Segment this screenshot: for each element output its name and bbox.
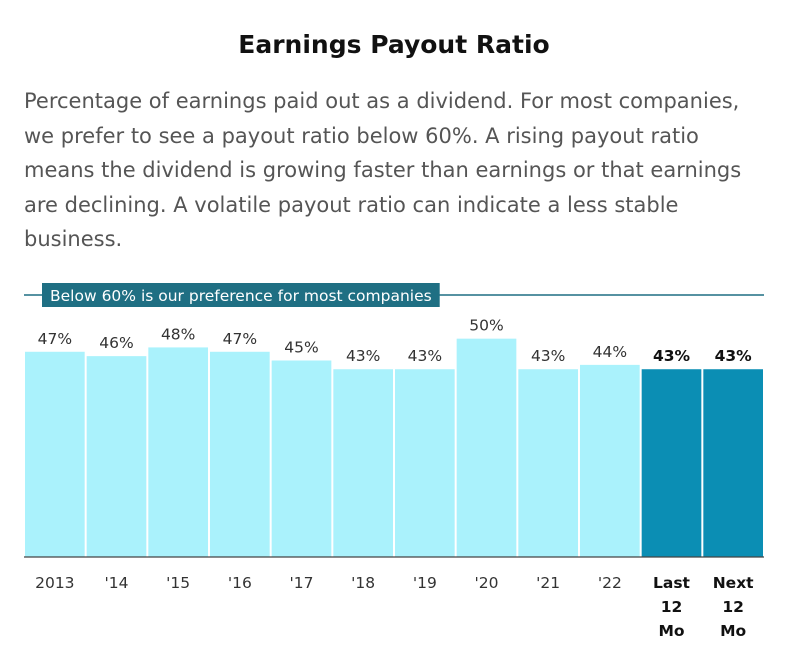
bars-group <box>25 338 763 557</box>
bar-value-label-8: 43% <box>531 347 565 365</box>
bar-value-label-2: 48% <box>161 325 195 343</box>
x-tick-label-8: '21 <box>536 574 560 592</box>
x-tick-label-0: 2013 <box>35 574 74 592</box>
bar-10 <box>641 369 702 557</box>
x-tick-label-6: '19 <box>413 574 437 592</box>
bar-0 <box>25 351 85 557</box>
value-labels-group: 47% 46% 48% 47% 45% 43% 43% 50% 43% 44% 43% 43% <box>38 317 753 366</box>
bar-value-label-0: 47% <box>38 330 72 348</box>
bar-value-label-10: 43% <box>653 347 691 365</box>
bar-value-label-9: 44% <box>593 343 627 361</box>
bar-value-label-4: 45% <box>284 339 318 357</box>
chart-title: Earnings Payout Ratio <box>238 30 550 59</box>
x-tick-group: 2013 '14 '15 '16 '17 '18 '19 '20 '21 '22 Last 12 Mo N… <box>35 574 754 640</box>
reference-banner <box>42 283 440 307</box>
bar-1 <box>86 356 147 557</box>
bar-6 <box>395 369 455 557</box>
x-tick-label-4: '17 <box>290 574 314 592</box>
x-tick-label-3: '16 <box>228 574 252 592</box>
bar-8 <box>518 369 578 557</box>
bar-4 <box>271 360 332 557</box>
reference-banner-label: Below 60% is our preference for most com… <box>50 287 432 305</box>
x-tick-label-11: Next 12 Mo <box>713 574 754 640</box>
x-tick-label-10: Last 12 Mo <box>653 574 691 640</box>
x-tick-label-1: '14 <box>105 574 129 592</box>
x-tick-label-7: '20 <box>475 574 499 592</box>
bar-value-label-3: 47% <box>223 330 257 348</box>
bar-value-label-5: 43% <box>346 347 380 365</box>
x-tick-label-5: '18 <box>351 574 375 592</box>
bar-7 <box>456 338 517 557</box>
bar-value-label-11: 43% <box>715 347 753 365</box>
bar-value-label-7: 50% <box>469 317 503 335</box>
bar-value-label-6: 43% <box>408 347 442 365</box>
bar-5 <box>333 369 393 557</box>
bar-11 <box>703 369 763 557</box>
chart-description: Percentage of earnings paid out as a div… <box>24 89 742 251</box>
x-tick-label-9: '22 <box>598 574 622 592</box>
bar-2 <box>148 347 208 557</box>
bar-3 <box>210 351 270 557</box>
bar-9 <box>580 364 640 557</box>
x-tick-label-2: '15 <box>166 574 190 592</box>
bar-value-label-1: 46% <box>99 334 133 352</box>
